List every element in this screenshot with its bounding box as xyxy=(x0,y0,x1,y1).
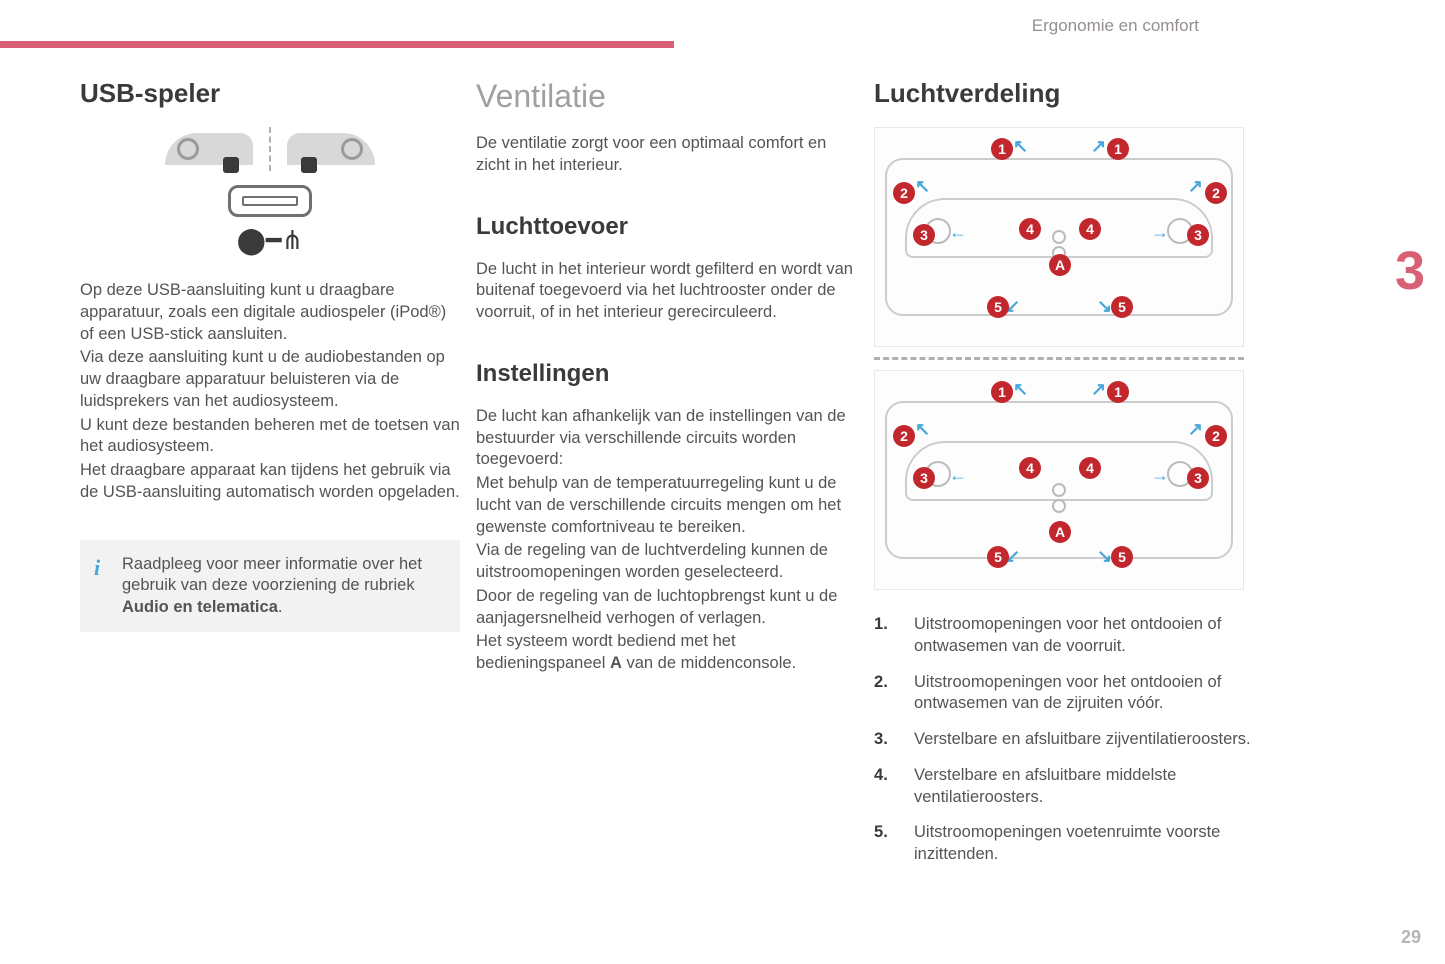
top-accent-bar xyxy=(0,41,674,48)
diagram-marker-1: 1 xyxy=(1107,138,1129,160)
legend-item-2: Uitstroomopeningen voor het ontdooien of… xyxy=(874,672,1254,716)
diagram-marker-A: A xyxy=(1049,254,1071,276)
inst-p2: Met behulp van de temperatuurregeling ku… xyxy=(476,473,856,538)
column-luchtverdeling: Luchtverdeling ↖↗ ↖↗ ←→ ↙↘ 11223344A55 ↖… xyxy=(874,78,1254,880)
diagram-marker-5: 5 xyxy=(987,546,1009,568)
diagram-marker-1: 1 xyxy=(991,138,1013,160)
diagram-marker-2: 2 xyxy=(1205,425,1227,447)
inst-p5-bold: A xyxy=(610,654,622,672)
luchtverdeling-heading: Luchtverdeling xyxy=(874,78,1254,109)
usb-port-icon xyxy=(228,185,312,217)
luchttoevoer-text: De lucht in het interieur wordt gefilter… xyxy=(476,259,856,324)
diagram-marker-4: 4 xyxy=(1079,218,1101,240)
diagram-marker-2: 2 xyxy=(1205,182,1227,204)
diagram-marker-A: A xyxy=(1049,521,1071,543)
dashboard-diagram-1: ↖↗ ↖↗ ←→ ↙↘ 11223344A55 xyxy=(874,127,1244,347)
diagram-marker-3: 3 xyxy=(1187,224,1209,246)
diagram-marker-4: 4 xyxy=(1019,457,1041,479)
breadcrumb: Ergonomie en comfort xyxy=(1032,16,1199,36)
chapter-number: 3 xyxy=(1395,240,1425,302)
column-ventilatie: Ventilatie De ventilatie zorgt voor een … xyxy=(476,78,856,677)
inst-p5-post: van de middenconsole. xyxy=(622,654,796,672)
instellingen-heading: Instellingen xyxy=(476,360,856,388)
inst-p5: Het systeem wordt bediend met het bedien… xyxy=(476,631,856,675)
usb-body-text: Op deze USB-aansluiting kunt u draagbare… xyxy=(80,280,460,504)
usb-symbol-icon: ⬤━⋔ xyxy=(237,225,304,256)
legend-item-3: Verstelbare en afsluitbare zijventilatie… xyxy=(874,729,1254,751)
usb-para-4: Het draagbare apparaat kan tijdens het g… xyxy=(80,460,460,504)
info-text-post: . xyxy=(278,598,283,616)
column-usb: USB-speler ⬤━⋔ Op deze USB-aansluiting k… xyxy=(80,78,460,632)
steering-variants-row xyxy=(165,127,375,171)
inst-p3: Via de regeling van de luchtverdeling ku… xyxy=(476,540,856,584)
diagram-marker-1: 1 xyxy=(991,381,1013,403)
diagram-marker-3: 3 xyxy=(913,224,935,246)
page-number: 29 xyxy=(1401,927,1421,948)
diagram-marker-5: 5 xyxy=(987,296,1009,318)
instellingen-text: De lucht kan afhankelijk van de instelli… xyxy=(476,406,856,675)
usb-para-2: Via deze aansluiting kunt u de audiobest… xyxy=(80,347,460,412)
dashboard-diagram-2: ↖↗ ↖↗ ←→ ↙↘ 11223344A55 xyxy=(874,370,1244,590)
diagram-marker-5: 5 xyxy=(1111,546,1133,568)
ventilatie-intro: De ventilatie zorgt voor een optimaal co… xyxy=(476,133,856,177)
info-text-pre: Raadpleeg voor meer informatie over het … xyxy=(122,555,422,594)
inst-p4: Door de regeling van de luchtopbrengst k… xyxy=(476,586,856,630)
diagram-separator xyxy=(874,357,1244,360)
diagram-marker-2: 2 xyxy=(893,425,915,447)
usb-para-3: U kunt deze bestanden beheren met de toe… xyxy=(80,415,460,459)
diagram-marker-5: 5 xyxy=(1111,296,1133,318)
legend-item-4: Verstelbare en afsluitbare middelste ven… xyxy=(874,765,1254,809)
diagram-marker-2: 2 xyxy=(893,182,915,204)
diagram-marker-3: 3 xyxy=(913,467,935,489)
divider-icon xyxy=(269,127,271,171)
usb-para-1: Op deze USB-aansluiting kunt u draagbare… xyxy=(80,280,460,345)
diagram-marker-4: 4 xyxy=(1019,218,1041,240)
diagram-marker-4: 4 xyxy=(1079,457,1101,479)
legend-item-5: Uitstroomopeningen voetenruimte voorste … xyxy=(874,822,1254,866)
ventilatie-heading: Ventilatie xyxy=(476,78,856,115)
info-box: i Raadpleeg voor meer informatie over he… xyxy=(80,540,460,632)
info-text-bold: Audio en telematica xyxy=(122,598,278,616)
legend-list: Uitstroomopeningen voor het ontdooien of… xyxy=(874,614,1254,866)
usb-heading: USB-speler xyxy=(80,78,460,109)
diagram-marker-1: 1 xyxy=(1107,381,1129,403)
luchttoevoer-heading: Luchttoevoer xyxy=(476,213,856,241)
right-hand-drive-icon xyxy=(287,133,375,165)
usb-diagram: ⬤━⋔ xyxy=(80,127,460,256)
left-hand-drive-icon xyxy=(165,133,253,165)
info-icon: i xyxy=(94,554,112,583)
inst-p1: De lucht kan afhankelijk van de instelli… xyxy=(476,406,856,471)
legend-item-1: Uitstroomopeningen voor het ontdooien of… xyxy=(874,614,1254,658)
diagram-marker-3: 3 xyxy=(1187,467,1209,489)
